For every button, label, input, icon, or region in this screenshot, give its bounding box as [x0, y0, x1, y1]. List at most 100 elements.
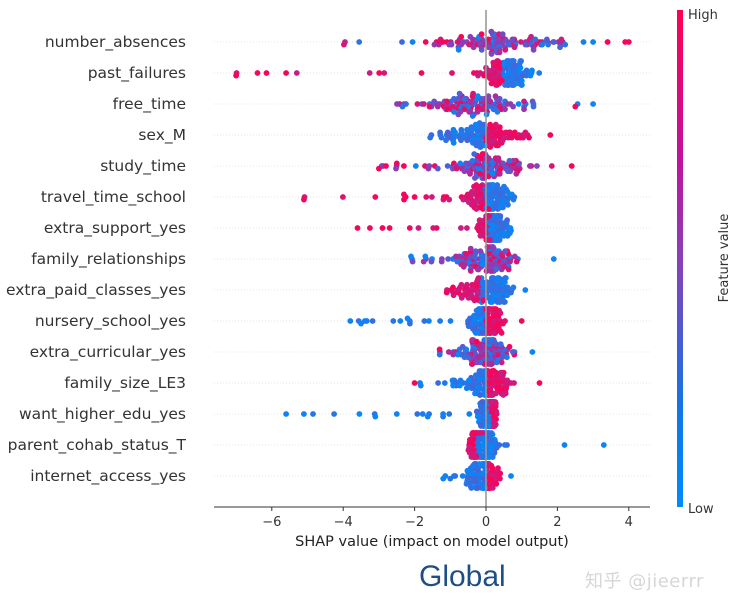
shap-point [447, 475, 454, 482]
shap-point [376, 70, 383, 76]
shap-point [506, 41, 512, 48]
shap-point [459, 343, 466, 350]
shap-point [434, 165, 441, 172]
shap-point [411, 380, 418, 386]
shap-point [471, 151, 478, 157]
shap-point [372, 413, 379, 420]
shap-point [356, 411, 363, 417]
shap-point [464, 191, 471, 198]
shap-point [497, 204, 504, 211]
shap-point [426, 103, 433, 110]
feature-guide-lines [214, 41, 650, 477]
feature-label: extra_support_yes [44, 219, 186, 238]
watermark: 知乎 @jieerrr [585, 571, 704, 592]
shap-point [479, 106, 485, 113]
shap-point [547, 132, 554, 138]
shap-point [356, 39, 363, 45]
shap-point [477, 392, 484, 398]
shap-point [490, 330, 497, 336]
shap-point [431, 98, 438, 105]
feature-label: family_size_LE3 [64, 374, 186, 393]
shap-point [474, 108, 481, 115]
shap-point [479, 279, 486, 286]
feature-label: extra_paid_classes_yes [6, 281, 186, 300]
shap-point [568, 163, 575, 169]
shap-point [363, 318, 370, 324]
shap-point [472, 390, 478, 397]
feature-label: family_relationships [31, 250, 186, 269]
shap-point [491, 423, 497, 429]
shap-point [463, 480, 470, 487]
shap-point [414, 101, 421, 107]
shap-point [438, 134, 445, 141]
shap-point [443, 289, 450, 296]
feature-label: parent_cohab_status_T [8, 436, 187, 455]
shap-point [502, 219, 508, 226]
shap-point [263, 70, 270, 76]
shap-point [452, 473, 459, 479]
shap-point [446, 196, 453, 203]
shap-point [489, 399, 496, 405]
shap-point [504, 354, 510, 361]
shap-point [469, 361, 475, 367]
feature-labels: number_absences past_failures free_timesex… [6, 33, 187, 486]
shap-point [502, 248, 509, 255]
shap-point [254, 70, 261, 76]
shap-point [467, 436, 473, 443]
shap-point [466, 377, 472, 384]
shap-point [488, 361, 495, 367]
shap-point [488, 392, 495, 398]
shap-point [367, 225, 373, 231]
shap-point [475, 275, 482, 281]
shap-point [529, 98, 536, 105]
shap-point [470, 44, 477, 51]
shap-point [468, 485, 475, 491]
x-axis-label: SHAP value (impact on model output) [295, 534, 569, 550]
shap-point [390, 318, 397, 324]
shap-point [444, 163, 451, 169]
shap-point [482, 392, 488, 398]
shap-point [466, 449, 473, 456]
shap-point [472, 175, 478, 181]
shap-point [474, 485, 481, 491]
shap-point [590, 39, 596, 45]
shap-point [506, 157, 513, 164]
shap-point [479, 330, 486, 336]
shap-point [507, 258, 513, 265]
shap-point [523, 67, 530, 74]
shap-point [479, 430, 486, 436]
shap-point [501, 442, 508, 448]
shap-point [440, 475, 447, 482]
shap-point [437, 318, 443, 324]
shap-point [477, 248, 484, 255]
shap-point [393, 165, 399, 172]
shap-point [551, 39, 557, 45]
shap-point [397, 318, 404, 324]
shap-point [503, 129, 509, 136]
shap-point [521, 106, 527, 113]
shap-point [469, 113, 476, 119]
feature-label: internet_access_yes [30, 467, 186, 486]
shap-point [494, 182, 501, 188]
shap-point [500, 160, 506, 167]
shap-point [473, 338, 480, 345]
shap-point [478, 31, 485, 38]
x-tick-label: 0 [482, 515, 490, 530]
shap-point [510, 103, 516, 110]
shap-point [478, 423, 484, 429]
shap-point [518, 58, 524, 64]
shap-point [331, 411, 337, 417]
shap-point [411, 194, 418, 200]
shap-point [489, 170, 496, 177]
shap-point [406, 225, 413, 231]
shap-point [496, 95, 503, 102]
shap-point [427, 134, 434, 141]
feature-label: extra_curricular_yes [30, 343, 186, 362]
shap-point [446, 411, 453, 417]
shap-point [536, 70, 543, 76]
shap-point [498, 369, 504, 376]
shap-point [467, 268, 474, 274]
shap-point [453, 253, 459, 260]
shap-point [486, 213, 493, 219]
feature-label: travel_time_school [41, 188, 186, 207]
